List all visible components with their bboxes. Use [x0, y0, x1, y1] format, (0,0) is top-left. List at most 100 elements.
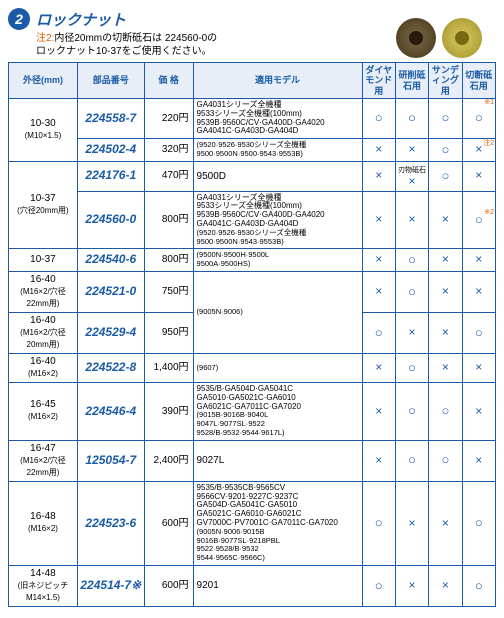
use-cell: ○	[462, 481, 495, 565]
model-cell: GA4031シリーズ全機種9533シリーズ全機種(100mm)9539B·956…	[193, 191, 362, 249]
use-cell: ×	[362, 354, 395, 383]
use-cell: ○	[429, 161, 462, 191]
part-cell: 125054-7	[77, 440, 144, 481]
model-cell: (9500N·9500H·9500L9500A·9500HS)	[193, 249, 362, 272]
use-cell: ×	[362, 383, 395, 441]
price-cell: 800円	[144, 191, 193, 249]
table-row: 224560-0800円GA4031シリーズ全機種9533シリーズ全機種(100…	[9, 191, 496, 249]
model-cell: (9005N·9006)	[193, 272, 362, 354]
use-cell: ×	[362, 161, 395, 191]
table-row: 14-48(旧ネジピッチM14×1.5)224514-7※600円9201○××…	[9, 565, 496, 606]
th-part: 部品番号	[77, 63, 144, 99]
model-cell: 9535/B·GA504D·GA5041CGA5010·GA5021C·GA60…	[193, 383, 362, 441]
side-note-3: ※2	[484, 208, 494, 216]
use-cell: ×	[462, 272, 495, 313]
model-cell: GA4031シリーズ全機種9533シリーズ全機種(100mm)9539B·956…	[193, 99, 362, 139]
part-cell: 224502-4	[77, 139, 144, 162]
use-cell: ○	[462, 565, 495, 606]
use-cell: ○	[395, 383, 428, 441]
part-cell: 224522-8	[77, 354, 144, 383]
model-cell: 9535/B·9535CB·9565CV9566CV·9201·9227C·92…	[193, 481, 362, 565]
part-cell: 224514-7※	[77, 565, 144, 606]
nut-image-dark	[396, 18, 436, 58]
use-cell: ○	[395, 249, 428, 272]
outer-cell: 16-40(M16×2)	[9, 354, 78, 383]
price-cell: 1,400円	[144, 354, 193, 383]
table-row: 16-40(M16×2)224522-81,400円(9607)×○××	[9, 354, 496, 383]
use-cell: ○	[429, 440, 462, 481]
price-cell: 220円	[144, 99, 193, 139]
use-cell: ×	[462, 161, 495, 191]
use-cell: ×	[362, 440, 395, 481]
table-row: 10-37(穴径20mm用)224176-1470円9500D×刃物砥石×○×	[9, 161, 496, 191]
use-cell: 刃物砥石×	[395, 161, 428, 191]
section-title: ロックナット	[36, 9, 126, 30]
table-body: 10-30(M10×1.5)224558-7220円GA4031シリーズ全機種9…	[9, 99, 496, 607]
use-cell: ○	[362, 99, 395, 139]
use-cell: ×	[429, 191, 462, 249]
outer-cell: 10-30(M10×1.5)	[9, 99, 78, 162]
model-cell: 9201	[193, 565, 362, 606]
table-row: 10-37224540-6800円(9500N·9500H·9500L9500A…	[9, 249, 496, 272]
th-price: 価 格	[144, 63, 193, 99]
use-cell: ×	[395, 139, 428, 162]
th-use2: 研削砥石用	[395, 63, 428, 99]
part-cell: 224546-4	[77, 383, 144, 441]
th-use3: サンディング用	[429, 63, 462, 99]
model-cell: (9520·9526·9530シリーズ全機種9500·9500N·9500·95…	[193, 139, 362, 162]
use-cell: ×	[362, 191, 395, 249]
use-cell: ×	[362, 139, 395, 162]
use-cell: ×	[429, 249, 462, 272]
use-cell: ×	[462, 440, 495, 481]
use-cell: ○	[462, 313, 495, 354]
use-cell: ×	[395, 313, 428, 354]
part-cell: 224560-0	[77, 191, 144, 249]
locknut-table: 外径(mm) 部品番号 価 格 適用モデル ダイヤモンド用 研削砥石用 サンディ…	[8, 62, 496, 607]
use-cell: ×	[429, 481, 462, 565]
th-model: 適用モデル	[193, 63, 362, 99]
use-cell: ○	[362, 481, 395, 565]
outer-cell: 16-40(M16×2/穴径20mm用)	[9, 313, 78, 354]
model-cell: 9027L	[193, 440, 362, 481]
side-note-1: ※1	[484, 98, 494, 106]
outer-cell: 16-40(M16×2/穴径22mm用)	[9, 272, 78, 313]
use-cell: ○	[395, 272, 428, 313]
table-row: 16-45(M16×2)224546-4390円9535/B·GA504D·GA…	[9, 383, 496, 441]
use-cell: ×	[395, 191, 428, 249]
use-cell: ○	[362, 565, 395, 606]
price-cell: 750円	[144, 272, 193, 313]
use-cell: ×	[462, 249, 495, 272]
use-cell: ○	[395, 354, 428, 383]
use-cell: ○	[395, 440, 428, 481]
use-cell: ×	[462, 383, 495, 441]
outer-cell: 16-45(M16×2)	[9, 383, 78, 441]
use-cell: ×	[395, 481, 428, 565]
outer-cell: 10-37	[9, 249, 78, 272]
price-cell: 950円	[144, 313, 193, 354]
price-cell: 600円	[144, 565, 193, 606]
use-cell: ×	[462, 354, 495, 383]
use-cell: ○	[462, 191, 495, 249]
section-badge: 2	[8, 8, 30, 30]
part-cell: 224521-0	[77, 272, 144, 313]
model-cell: (9607)	[193, 354, 362, 383]
use-cell: ×	[395, 565, 428, 606]
table-row: 16-48(M16×2)224523-6600円9535/B·9535CB·95…	[9, 481, 496, 565]
price-cell: 800円	[144, 249, 193, 272]
table-row: 224502-4320円(9520·9526·9530シリーズ全機種9500·9…	[9, 139, 496, 162]
price-cell: 600円	[144, 481, 193, 565]
part-cell: 224558-7	[77, 99, 144, 139]
use-cell: ○	[429, 383, 462, 441]
outer-cell: 14-48(旧ネジピッチM14×1.5)	[9, 565, 78, 606]
use-cell: ○	[362, 313, 395, 354]
model-cell: 9500D	[193, 161, 362, 191]
outer-cell: 10-37(穴径20mm用)	[9, 161, 78, 249]
price-cell: 320円	[144, 139, 193, 162]
price-cell: 470円	[144, 161, 193, 191]
use-cell: ×	[429, 565, 462, 606]
table-row: 16-47(M16×2/穴径22mm用)125054-72,400円9027L×…	[9, 440, 496, 481]
product-images	[396, 18, 482, 58]
use-cell: ×	[362, 272, 395, 313]
use-cell: ×	[429, 354, 462, 383]
use-cell: ○	[429, 139, 462, 162]
